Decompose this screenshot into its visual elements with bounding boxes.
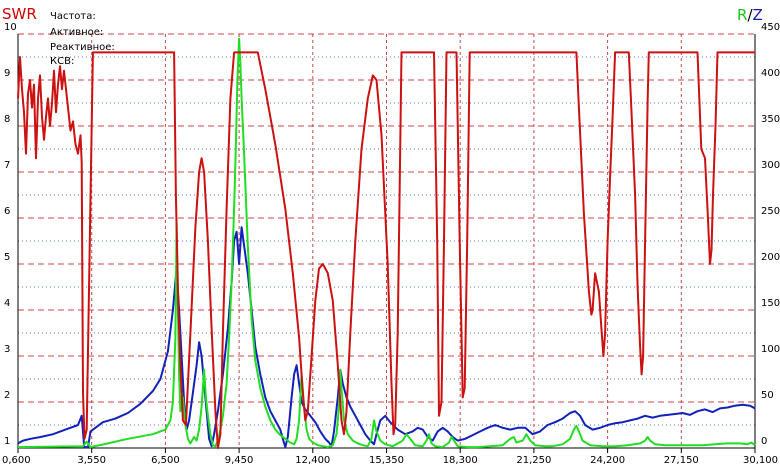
y-right-tick-label: 100 (761, 344, 780, 355)
reactance-readout: Реактивное: (50, 42, 115, 53)
x-tick-label: 15,350 (369, 455, 404, 465)
tick-labels: 0,600 3,550 6,500 9,450 12,400 15,350 18,300 21… (2, 22, 780, 465)
z-label: Z (752, 6, 763, 24)
x-tick-label: 9,450 (225, 455, 254, 465)
y-right-tick-label: 350 (761, 114, 780, 125)
y-left-tick-label: 8 (4, 114, 10, 125)
y-right-tick-label: 50 (761, 390, 774, 401)
y-left-tick-label: 9 (4, 68, 10, 79)
swr-readout: КСВ: (50, 56, 75, 67)
x-tick-label: 30,100 (743, 455, 778, 465)
series-lines (17, 37, 756, 449)
chart-axes (17, 34, 756, 453)
series-line-swr (17, 51, 755, 449)
y-left-tick-label: 10 (4, 22, 17, 33)
x-tick-label: 3,550 (77, 455, 106, 465)
y-left-tick-label: 6 (4, 206, 10, 217)
frequency-readout: Частота: (50, 11, 96, 22)
y-left-tick-label: 3 (4, 344, 10, 355)
y-right-tick-label: 150 (761, 298, 780, 309)
x-tick-label: 6,500 (151, 455, 180, 465)
y-left-tick-label: 1 (4, 436, 10, 447)
x-tick-label: 24,200 (590, 455, 625, 465)
y-right-tick-label: 300 (761, 160, 780, 171)
resistance-readout: Активное: (50, 27, 104, 38)
swr-axis-title: SWR (2, 5, 37, 23)
y-left-tick-label: 4 (4, 298, 10, 309)
y-right-tick-label: 0 (761, 436, 767, 447)
r-label: R (737, 6, 748, 24)
x-tick-label: 12,400 (295, 455, 330, 465)
rz-axis-title: R/Z (737, 6, 763, 24)
y-left-tick-label: 5 (4, 252, 10, 263)
x-tick-label: 21,250 (516, 455, 551, 465)
x-tick-label: 0,600 (2, 455, 31, 465)
y-left-tick-label: 7 (4, 160, 10, 171)
y-right-tick-label: 250 (761, 206, 780, 217)
slash-label: / (747, 6, 753, 24)
x-tick-label: 27,150 (664, 455, 699, 465)
y-right-tick-label: 450 (761, 22, 780, 33)
y-right-tick-label: 200 (761, 252, 780, 263)
y-left-tick-label: 2 (4, 390, 10, 401)
y-right-tick-label: 400 (761, 68, 780, 79)
x-tick-label: 18,300 (443, 455, 478, 465)
